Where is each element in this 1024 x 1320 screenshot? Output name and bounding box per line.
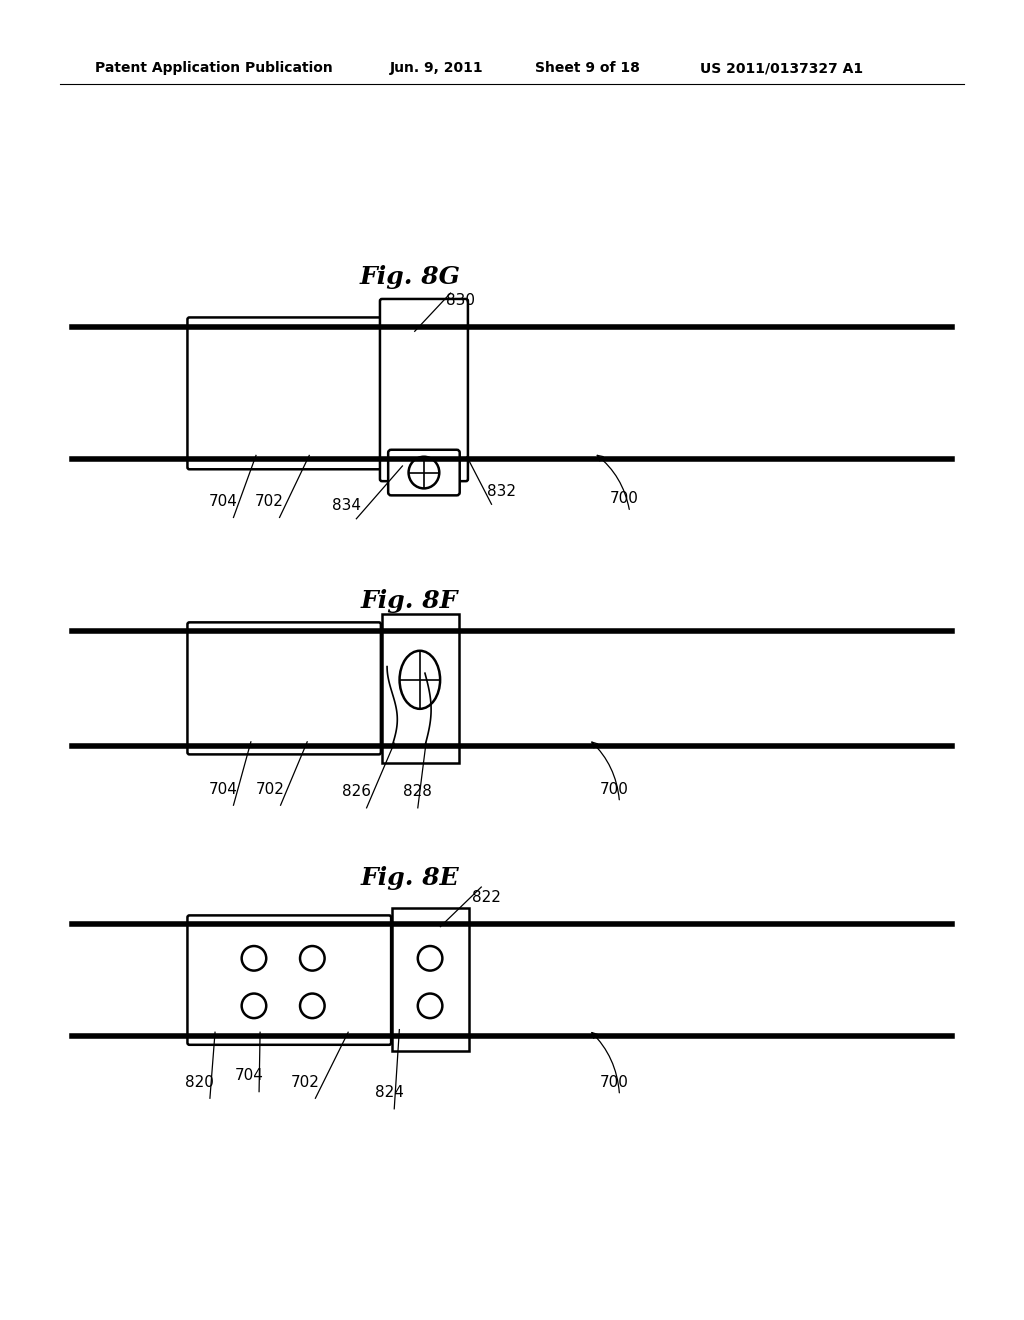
Circle shape (242, 946, 266, 970)
Ellipse shape (399, 651, 440, 709)
Text: 702: 702 (291, 1074, 319, 1090)
FancyBboxPatch shape (380, 298, 468, 482)
Text: 826: 826 (342, 784, 371, 800)
Text: 820: 820 (185, 1074, 214, 1090)
Text: 832: 832 (487, 483, 516, 499)
Text: 700: 700 (600, 1074, 629, 1090)
Text: 704: 704 (209, 781, 238, 797)
Ellipse shape (409, 457, 439, 488)
Circle shape (242, 994, 266, 1018)
Text: Sheet 9 of 18: Sheet 9 of 18 (535, 61, 640, 75)
Text: 700: 700 (600, 781, 629, 797)
Circle shape (300, 946, 325, 970)
Text: 824: 824 (375, 1085, 403, 1101)
Text: 704: 704 (209, 494, 238, 510)
FancyBboxPatch shape (388, 450, 460, 495)
Text: Patent Application Publication: Patent Application Publication (95, 61, 333, 75)
Bar (392, 908, 469, 1051)
FancyBboxPatch shape (187, 915, 391, 1045)
Circle shape (300, 994, 325, 1018)
Text: Fig. 8F: Fig. 8F (360, 589, 459, 612)
Text: 834: 834 (332, 498, 360, 513)
Bar (382, 614, 459, 763)
Text: Fig. 8E: Fig. 8E (360, 866, 459, 890)
Text: US 2011/0137327 A1: US 2011/0137327 A1 (700, 61, 863, 75)
Text: Jun. 9, 2011: Jun. 9, 2011 (390, 61, 483, 75)
Text: 702: 702 (256, 781, 285, 797)
Text: 704: 704 (234, 1068, 263, 1084)
Text: 702: 702 (255, 494, 284, 510)
FancyBboxPatch shape (187, 317, 381, 470)
FancyBboxPatch shape (187, 622, 381, 755)
Text: 830: 830 (446, 293, 475, 309)
Text: Fig. 8G: Fig. 8G (359, 265, 460, 289)
Text: 822: 822 (472, 890, 501, 906)
Circle shape (418, 946, 442, 970)
Circle shape (418, 994, 442, 1018)
Text: 828: 828 (403, 784, 432, 800)
Text: 700: 700 (610, 491, 639, 507)
